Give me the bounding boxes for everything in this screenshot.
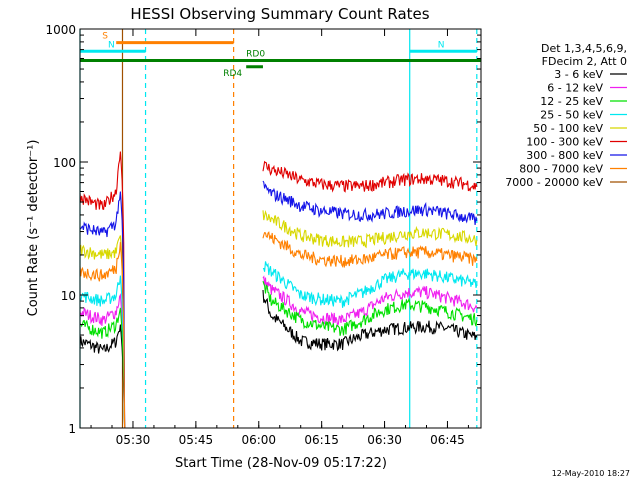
legend-label-0: 3 - 6 keV	[554, 68, 603, 81]
flag-label-3: RD0	[246, 49, 265, 59]
legend-label-2: 12 - 25 keV	[540, 95, 603, 108]
series-line-0-segment-1	[262, 289, 478, 352]
flag-label-0: S	[102, 32, 108, 42]
series-line-5-segment-1	[262, 160, 478, 193]
x-tick-label-4: 06:30	[367, 433, 402, 447]
series-line-4-segment-1	[262, 209, 478, 249]
x-axis-label: Start Time (28-Nov-09 05:17:22)	[175, 456, 387, 471]
series-line-0-segment-0	[79, 324, 126, 429]
series-line-1-segment-0	[79, 293, 126, 429]
x-tick-label-3: 06:15	[304, 433, 339, 447]
legend-label-4: 50 - 100 keV	[533, 122, 603, 135]
legend-header-line-2: FDecim 2, Att 0	[542, 55, 627, 68]
series-line-3-segment-0	[79, 275, 126, 429]
x-tick-label-0: 05:30	[116, 433, 151, 447]
series-line-7-segment-1	[262, 231, 478, 268]
legend-label-8: 7000 - 20000 keV	[505, 176, 603, 189]
y-axis-ticks: 1 10 100 1000	[45, 23, 481, 436]
x-tick-label-1: 05:45	[179, 433, 214, 447]
legend-label-6: 300 - 800 keV	[526, 149, 603, 162]
series-line-4-segment-0	[79, 235, 126, 429]
y-tick-label-3: 1000	[45, 23, 76, 37]
series-line-2-segment-1	[262, 280, 478, 336]
series-line-5-segment-0	[79, 151, 126, 429]
legend-label-3: 25 - 50 keV	[540, 109, 603, 122]
footer-date: 12-May-2010 18:27	[552, 469, 630, 478]
x-axis-ticks: 05:30 05:45 06:00 06:15 06:30 06:45	[90, 29, 469, 447]
legend-label-7: 800 - 7000 keV	[519, 163, 603, 176]
series-line-7-segment-0	[79, 242, 126, 429]
flag-label-4: RD4	[223, 69, 242, 79]
series-line-6-segment-1	[262, 180, 478, 225]
flag-label-1: N	[108, 40, 115, 50]
x-tick-label-5: 06:45	[430, 433, 465, 447]
plot-frame	[79, 28, 482, 429]
legend: Det 1,3,4,5,6,9, FDecim 2, Att 0 3 - 6 k…	[505, 42, 627, 189]
legend-header-line-1: Det 1,3,4,5,6,9,	[541, 42, 627, 55]
x-tick-label-2: 06:00	[241, 433, 276, 447]
chart-title: HESSI Observing Summary Count Rates	[130, 5, 429, 23]
series-line-2-segment-0	[79, 307, 126, 429]
y-tick-label-2: 100	[53, 156, 76, 170]
series-lines	[79, 151, 478, 429]
series-line-6-segment-0	[79, 191, 126, 429]
y-tick-label-0: 1	[68, 422, 76, 436]
legend-label-1: 6 - 12 keV	[547, 82, 603, 95]
series-line-3-segment-1	[262, 261, 478, 308]
y-axis-label: Count Rate (s⁻¹ detector⁻¹)	[26, 140, 41, 317]
y-tick-label-1: 10	[61, 289, 76, 303]
flag-label-2: N	[438, 40, 445, 50]
legend-label-5: 100 - 300 keV	[526, 136, 603, 149]
